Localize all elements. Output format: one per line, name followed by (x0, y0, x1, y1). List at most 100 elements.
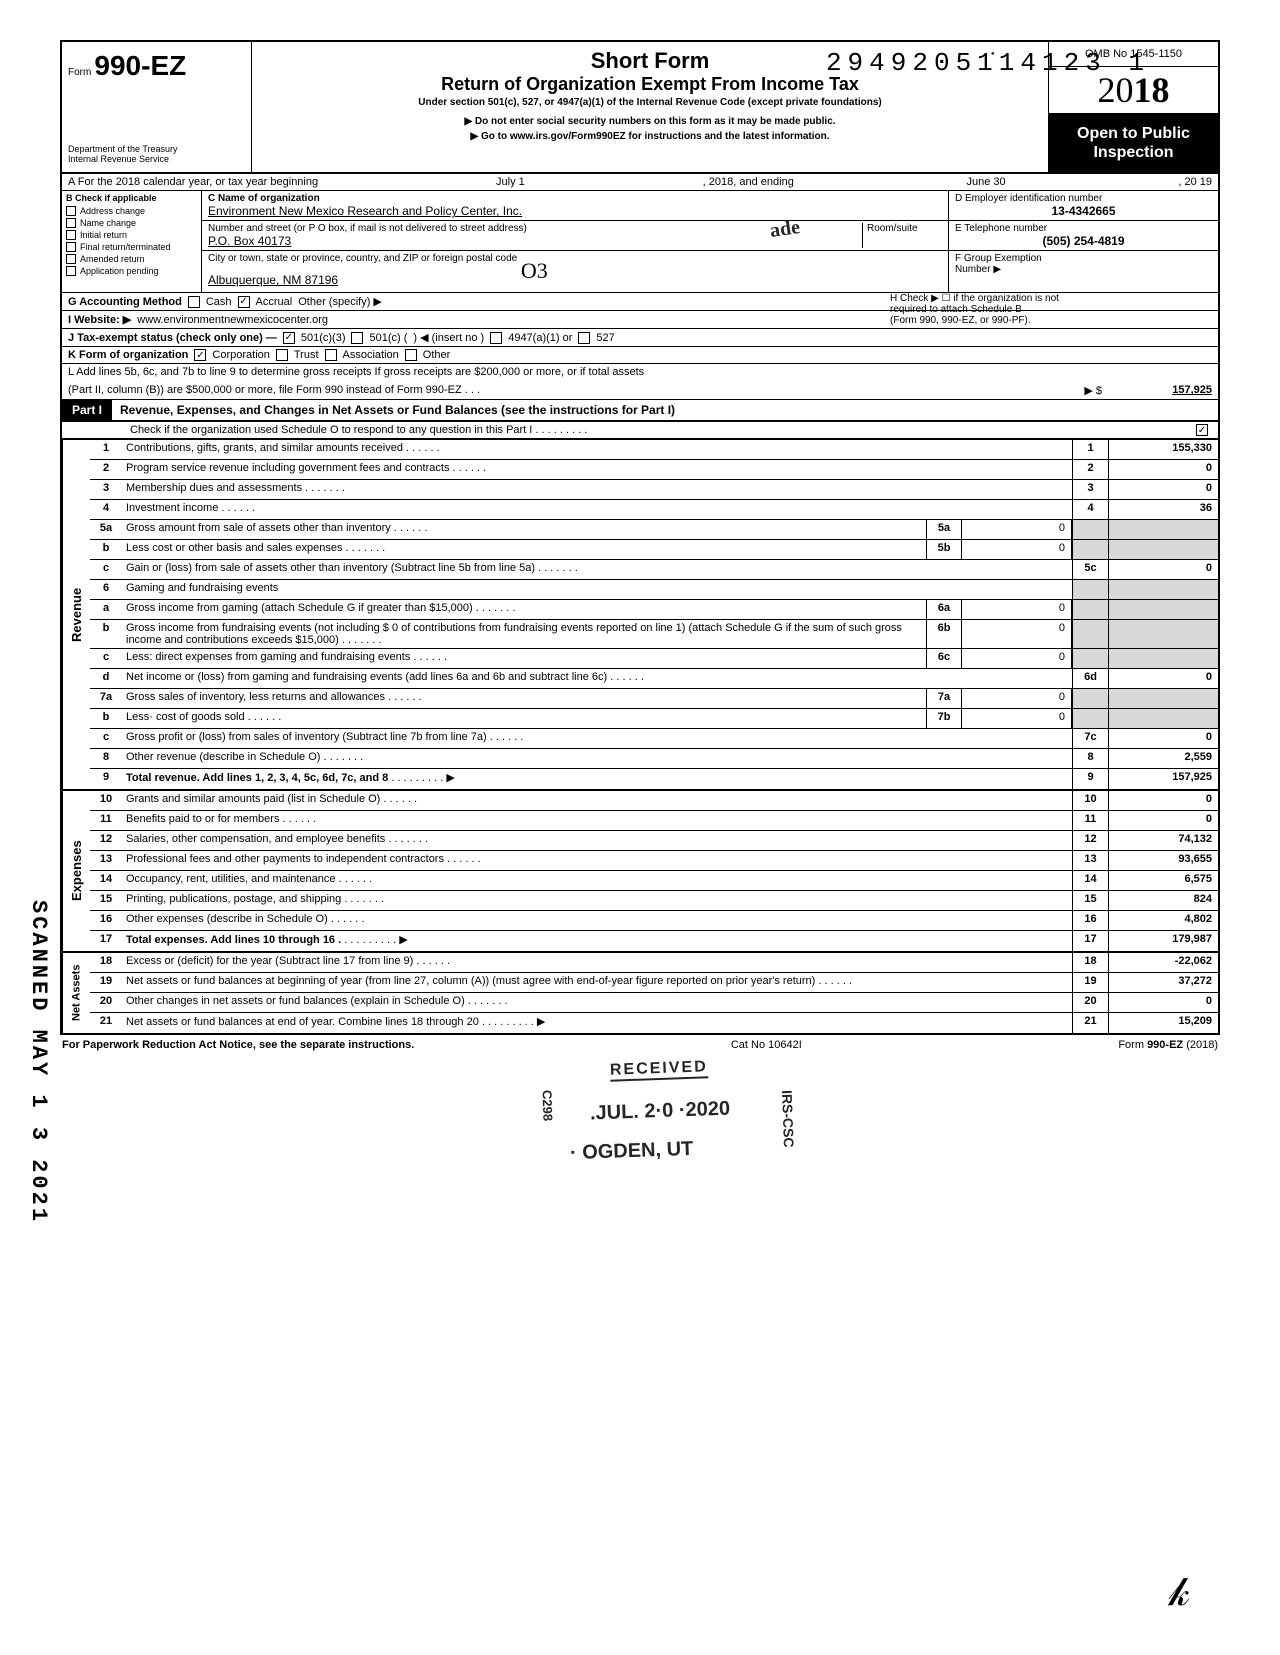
line-value-shaded (1108, 620, 1218, 648)
chk-trust[interactable] (276, 349, 288, 361)
stamp-received: RECEIVED (610, 1058, 708, 1081)
line-text: Total revenue. Add lines 1, 2, 3, 4, 5c,… (122, 769, 1072, 789)
line-box: 13 (1072, 851, 1108, 870)
chk-amended-return[interactable] (66, 254, 76, 264)
line-number: 6 (90, 580, 122, 599)
line-value-shaded (1108, 649, 1218, 668)
line-number: 15 (90, 891, 122, 910)
line-value: 0 (1108, 993, 1218, 1012)
chk-address-change[interactable] (66, 206, 76, 216)
line-value: 0 (1108, 729, 1218, 748)
footer-form-year: (2018) (1183, 1039, 1218, 1051)
line-box: 15 (1072, 891, 1108, 910)
lbl-address-change: Address change (80, 206, 145, 216)
chk-corporation[interactable] (194, 349, 206, 361)
line-text: Gross sales of inventory, less returns a… (122, 689, 926, 708)
chk-initial-return[interactable] (66, 230, 76, 240)
line-box-shaded (1072, 580, 1108, 599)
row-l-arrow: ▶ $ (1084, 384, 1102, 397)
row-h-line3: (Form 990, 990-EZ, or 990-PF). (890, 315, 1150, 326)
chk-other-org[interactable] (405, 349, 417, 361)
chk-final-return[interactable] (66, 242, 76, 252)
form-line: 2Program service revenue including gover… (90, 460, 1218, 480)
chk-527[interactable] (578, 332, 590, 344)
line-number: 19 (90, 973, 122, 992)
line-box: 18 (1072, 953, 1108, 972)
line-box-shaded (1072, 709, 1108, 728)
row-a-mid: , 2018, and ending (703, 176, 794, 188)
city-label: City or town, state or province, country… (208, 253, 517, 264)
form-line: bLess cost or other basis and sales expe… (90, 540, 1218, 560)
chk-name-change[interactable] (66, 218, 76, 228)
line-text: Net income or (loss) from gaming and fun… (122, 669, 1072, 688)
row-k: K Form of organization Corporation Trust… (60, 347, 1220, 364)
ein-val: 13-4342665 (955, 204, 1212, 218)
chk-accrual[interactable] (238, 296, 250, 308)
line-value: 0 (1108, 791, 1218, 810)
chk-501c3[interactable] (283, 332, 295, 344)
warn-ssn: ▶ Do not enter social security numbers o… (262, 116, 1038, 127)
document-number: 29492051̇14123 1 (826, 48, 1150, 78)
line-number: 18 (90, 953, 122, 972)
chk-association[interactable] (325, 349, 337, 361)
form-line: 17Total expenses. Add lines 10 through 1… (90, 931, 1218, 951)
under-section: Under section 501(c), 527, or 4947(a)(1)… (262, 97, 1038, 108)
line-number: 14 (90, 871, 122, 890)
line-text: Salaries, other compensation, and employ… (122, 831, 1072, 850)
net-assets-section: Net Assets 18Excess or (deficit) for the… (60, 953, 1220, 1035)
line-text: Other changes in net assets or fund bala… (122, 993, 1072, 1012)
line-number: 2 (90, 460, 122, 479)
lbl-amended-return: Amended return (80, 254, 145, 264)
line-mid-box: 7a (926, 689, 962, 708)
form-line: cLess: direct expenses from gaming and f… (90, 649, 1218, 669)
lbl-name-change: Name change (80, 218, 136, 228)
part1-check-text: Check if the organization used Schedule … (122, 422, 1196, 438)
line-value: 0 (1108, 811, 1218, 830)
line-box: 14 (1072, 871, 1108, 890)
lbl-insert-no: ) ◀ (insert no ) (413, 331, 484, 344)
line-box-shaded (1072, 620, 1108, 648)
scanned-stamp: SCANNED MAY 1 3 2021 (26, 900, 51, 1224)
chk-4947[interactable] (490, 332, 502, 344)
room-suite-label: Room/suite (862, 223, 942, 248)
line-number: 9 (90, 769, 122, 789)
line-value: 0 (1108, 560, 1218, 579)
lbl-4947: 4947(a)(1) or (508, 332, 572, 344)
line-value: 37,272 (1108, 973, 1218, 992)
chk-cash[interactable] (188, 296, 200, 308)
line-text: Less cost or other basis and sales expen… (122, 540, 926, 559)
form-line: 14Occupancy, rent, utilities, and mainte… (90, 871, 1218, 891)
line-text: Membership dues and assessments . . . . … (122, 480, 1072, 499)
part1-check-row: Check if the organization used Schedule … (60, 422, 1220, 440)
header-left: Form 990-EZ Department of the Treasury I… (62, 42, 252, 172)
block-bcdef: B Check if applicable Address change Nam… (60, 191, 1220, 293)
form-prefix: Form (68, 67, 91, 78)
stamp-date: .JUL. 2·0 ·2020 (590, 1098, 731, 1126)
line-box: 19 (1072, 973, 1108, 992)
line-text: Net assets or fund balances at end of ye… (122, 1013, 1072, 1033)
row-g-label: G Accounting Method (68, 296, 182, 308)
line-text: Investment income . . . . . . (122, 500, 1072, 519)
line-value-shaded (1108, 689, 1218, 708)
line-mid-box: 5b (926, 540, 962, 559)
lbl-501c3: 501(c)(3) (301, 332, 346, 344)
line-box: 6d (1072, 669, 1108, 688)
chk-schedule-o[interactable] (1196, 424, 1208, 436)
page-footer: For Paperwork Reduction Act Notice, see … (60, 1035, 1220, 1055)
ein-label: D Employer identification number (955, 193, 1102, 204)
form-line: 9Total revenue. Add lines 1, 2, 3, 4, 5c… (90, 769, 1218, 789)
line-box-shaded (1072, 600, 1108, 619)
lbl-accrual: Accrual (256, 296, 293, 308)
line-mid-value: 0 (962, 620, 1072, 648)
line-text: Less· cost of goods sold . . . . . . (122, 709, 926, 728)
goto-url: ▶ Go to www.irs.gov/Form990EZ for instru… (262, 131, 1038, 142)
chk-application-pending[interactable] (66, 266, 76, 276)
footer-form-word: Form (1118, 1039, 1147, 1051)
line-value-shaded (1108, 580, 1218, 599)
expenses-label: Expenses (62, 791, 90, 951)
line-box: 10 (1072, 791, 1108, 810)
open-line1: Open to Public (1053, 124, 1214, 143)
line-box: 3 (1072, 480, 1108, 499)
chk-501c[interactable] (351, 332, 363, 344)
col-de: D Employer identification number13-43426… (948, 191, 1218, 292)
